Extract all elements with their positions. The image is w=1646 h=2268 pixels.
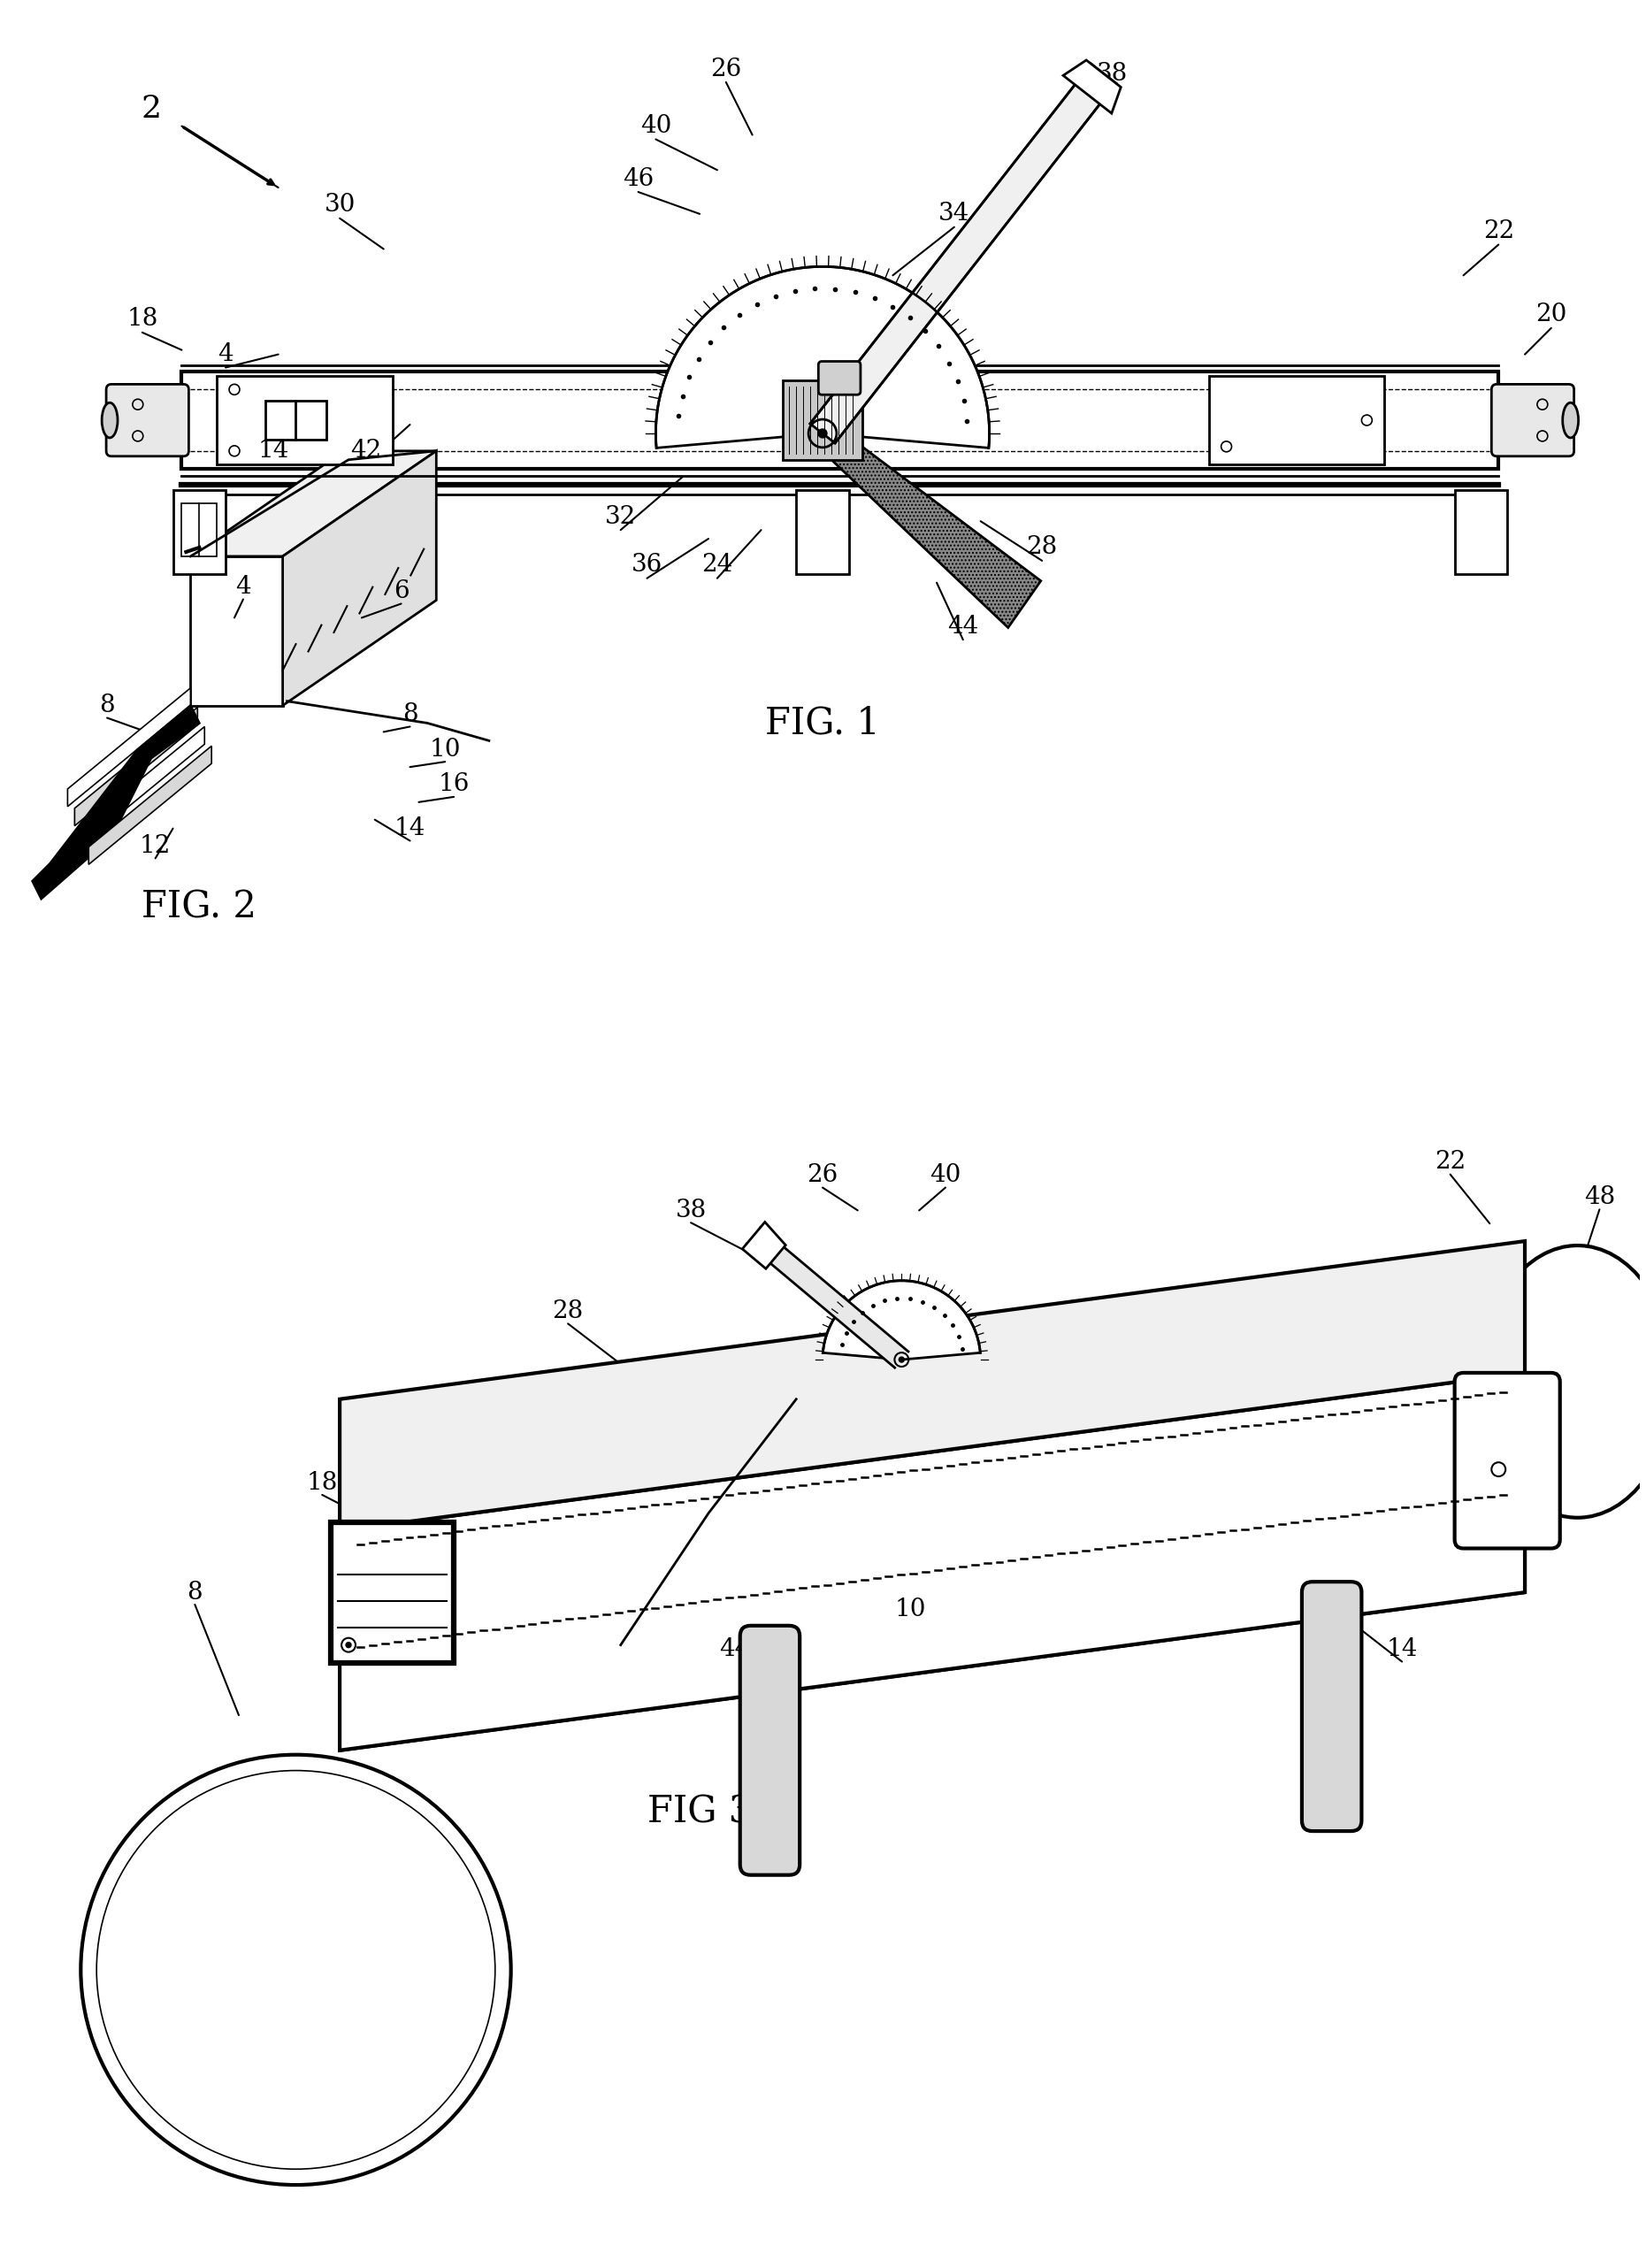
Circle shape <box>899 1356 904 1363</box>
Text: 40: 40 <box>930 1163 961 1186</box>
Text: 34: 34 <box>938 202 969 227</box>
Polygon shape <box>339 1488 1524 1751</box>
Text: 12: 12 <box>140 835 171 857</box>
FancyBboxPatch shape <box>265 401 326 440</box>
FancyBboxPatch shape <box>181 503 217 556</box>
Circle shape <box>81 1755 510 2184</box>
Text: 28: 28 <box>553 1300 584 1322</box>
Polygon shape <box>82 726 204 846</box>
Text: 38: 38 <box>675 1198 706 1222</box>
Text: 6: 6 <box>393 581 408 603</box>
Text: 26: 26 <box>711 57 742 82</box>
FancyBboxPatch shape <box>173 490 226 574</box>
Circle shape <box>346 1642 351 1647</box>
FancyBboxPatch shape <box>797 490 849 574</box>
Text: 6: 6 <box>543 1370 558 1393</box>
FancyBboxPatch shape <box>818 361 861 395</box>
Ellipse shape <box>102 404 117 438</box>
Text: 28: 28 <box>1027 535 1058 560</box>
Text: 18: 18 <box>127 308 158 331</box>
Text: 4: 4 <box>235 576 250 599</box>
Text: 44: 44 <box>719 1637 751 1660</box>
Text: FIG 3: FIG 3 <box>647 1794 752 1830</box>
FancyBboxPatch shape <box>1455 1372 1560 1549</box>
Text: 48: 48 <box>1583 1186 1615 1209</box>
FancyBboxPatch shape <box>107 383 189 456</box>
Text: 14: 14 <box>395 816 426 841</box>
FancyBboxPatch shape <box>1491 383 1574 456</box>
FancyBboxPatch shape <box>217 376 392 465</box>
Polygon shape <box>89 746 212 864</box>
Text: 22: 22 <box>1435 1150 1467 1175</box>
Text: 36: 36 <box>632 553 663 576</box>
FancyBboxPatch shape <box>181 372 1498 469</box>
Polygon shape <box>339 1372 1524 1751</box>
Text: 26: 26 <box>807 1163 838 1186</box>
Polygon shape <box>283 451 436 705</box>
Text: 46: 46 <box>622 168 653 191</box>
FancyBboxPatch shape <box>331 1522 454 1662</box>
Text: 8: 8 <box>188 1581 202 1603</box>
Text: 16: 16 <box>438 773 469 796</box>
Ellipse shape <box>1481 1245 1646 1517</box>
FancyBboxPatch shape <box>1208 376 1384 465</box>
Polygon shape <box>823 1281 981 1359</box>
Polygon shape <box>742 1222 785 1268</box>
FancyBboxPatch shape <box>783 381 863 460</box>
Text: 2: 2 <box>142 93 161 122</box>
Polygon shape <box>33 705 199 898</box>
Text: 38: 38 <box>1096 61 1128 86</box>
Polygon shape <box>810 64 1116 442</box>
Text: FIG. 2: FIG. 2 <box>142 889 257 925</box>
Polygon shape <box>67 687 191 807</box>
FancyBboxPatch shape <box>1455 490 1508 574</box>
FancyBboxPatch shape <box>741 1626 800 1876</box>
FancyBboxPatch shape <box>1302 1581 1361 1830</box>
Text: 44: 44 <box>948 615 979 640</box>
Polygon shape <box>747 1227 909 1368</box>
Text: 14: 14 <box>258 440 290 463</box>
Text: 14: 14 <box>1386 1637 1417 1660</box>
Polygon shape <box>815 422 1040 628</box>
Text: 18: 18 <box>306 1470 337 1495</box>
Text: 10: 10 <box>895 1599 927 1622</box>
Text: 30: 30 <box>324 193 356 218</box>
Text: 40: 40 <box>640 113 672 138</box>
Polygon shape <box>74 708 198 826</box>
Text: 10: 10 <box>430 737 461 762</box>
Text: 24: 24 <box>701 553 732 576</box>
Text: 32: 32 <box>606 506 637 528</box>
Text: FIG. 1: FIG. 1 <box>765 705 881 742</box>
Polygon shape <box>655 268 989 449</box>
Text: 20: 20 <box>1536 304 1567 327</box>
Circle shape <box>818 429 826 438</box>
Text: 42: 42 <box>351 440 382 463</box>
Polygon shape <box>191 451 436 556</box>
Text: 8: 8 <box>99 694 115 717</box>
Polygon shape <box>339 1241 1524 1531</box>
Ellipse shape <box>1562 404 1579 438</box>
Polygon shape <box>191 556 283 705</box>
Polygon shape <box>1063 61 1121 113</box>
Text: 8: 8 <box>402 703 418 726</box>
Text: 22: 22 <box>1483 220 1514 243</box>
Text: 4: 4 <box>217 342 234 367</box>
